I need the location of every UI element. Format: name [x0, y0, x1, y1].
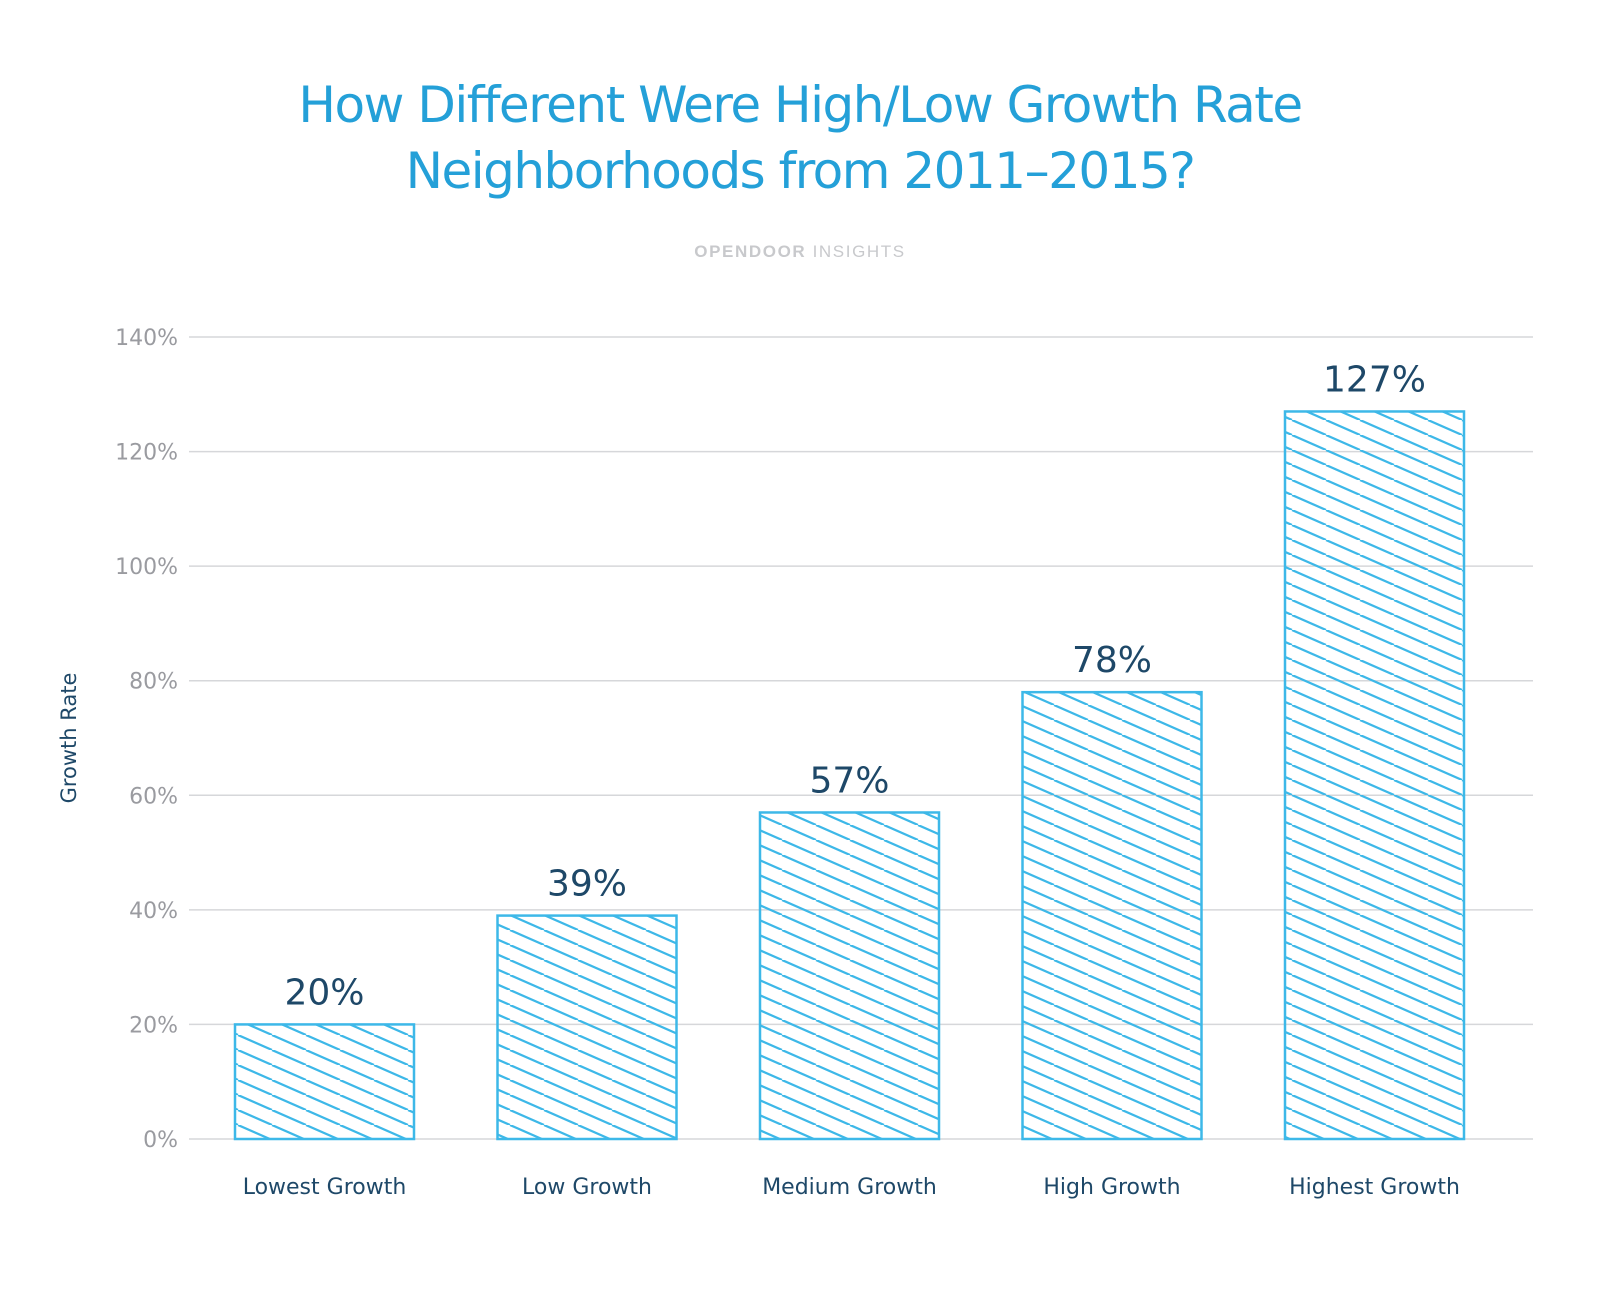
x-tick-label: Low Growth — [522, 1175, 652, 1200]
x-axis-labels: Lowest Growth Low Growth Medium Growth High… — [243, 1175, 1460, 1200]
data-label: 39% — [547, 864, 627, 905]
chart-title: How Different Were High/Low Growth Rate … — [0, 72, 1600, 204]
y-axis-label: Growth Rate — [57, 673, 81, 804]
x-tick-label: Medium Growth — [762, 1175, 937, 1200]
x-tick-label: Highest Growth — [1289, 1175, 1460, 1200]
y-axis-ticks: 0% 20% 40% 60% 80% 100% 120% 140% — [115, 326, 178, 1153]
y-tick-label: 100% — [115, 555, 178, 580]
chart-title-line-1: How Different Were High/Low Growth Rate — [298, 76, 1303, 134]
bar-highest-growth — [1283, 410, 1466, 1141]
bar-high-growth — [1021, 690, 1203, 1141]
bar-medium-growth — [758, 811, 941, 1141]
data-label: 57% — [809, 760, 889, 801]
y-tick-label: 140% — [115, 326, 178, 351]
y-tick-label: 60% — [129, 784, 178, 809]
bar-lowest-growth — [233, 1023, 416, 1141]
x-tick-label: Lowest Growth — [243, 1175, 407, 1200]
y-tick-label: 0% — [143, 1128, 178, 1153]
y-tick-label: 80% — [129, 670, 178, 695]
y-tick-label: 120% — [115, 441, 178, 466]
chart-title-line-2: Neighborhoods from 2011–2015? — [405, 142, 1196, 200]
y-tick-label: 40% — [129, 899, 178, 924]
bars — [233, 410, 1466, 1141]
data-label: 20% — [284, 972, 364, 1013]
bar-low-growth — [496, 914, 678, 1141]
y-tick-label: 20% — [129, 1013, 178, 1038]
chart-subtitle: OPENDOOR INSIGHTS — [0, 242, 1600, 262]
x-tick-label: High Growth — [1043, 1175, 1180, 1200]
data-labels: 20% 39% 57% 78% 127% — [284, 359, 1425, 1013]
data-label: 78% — [1072, 640, 1152, 681]
brand-name: OPENDOOR — [694, 242, 807, 261]
brand-suffix: INSIGHTS — [806, 242, 906, 261]
data-label: 127% — [1323, 359, 1426, 400]
